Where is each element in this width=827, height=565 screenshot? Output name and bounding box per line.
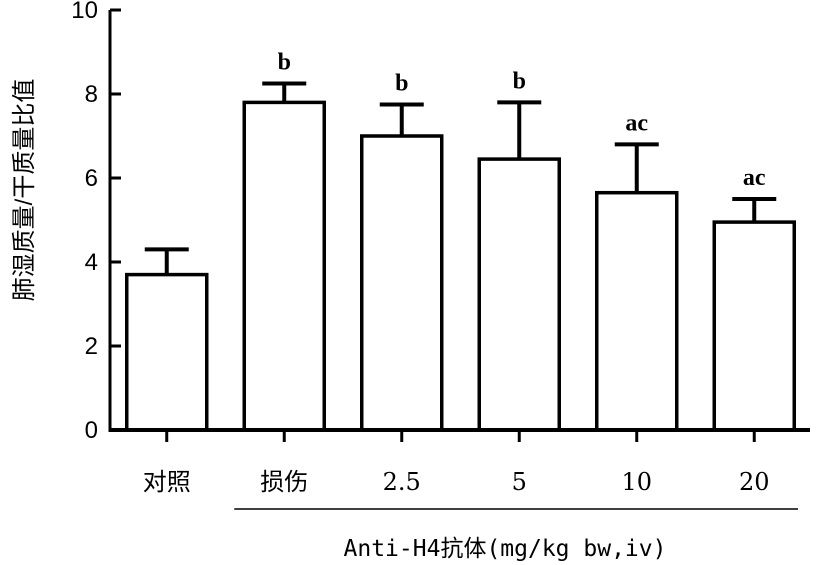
bars: b b b ac ac (125, 50, 796, 432)
y-tick-label: 2 (85, 333, 98, 360)
y-axis: 0 2 4 6 8 10 (71, 0, 121, 444)
x-group-label: Anti-H4抗体(mg/kg bw,iv) (344, 536, 667, 562)
y-tick-label: 6 (85, 165, 98, 192)
bar (360, 134, 444, 432)
x-axis: 对照 损伤 2.5 5 10 20 (109, 428, 810, 510)
bar (712, 220, 796, 432)
bar (125, 272, 209, 432)
x-tick-label: 5 (512, 468, 527, 496)
significance-label: ac (743, 165, 766, 191)
significance-label: b (395, 71, 408, 97)
bar (477, 157, 561, 432)
x-tick-label: 20 (739, 468, 770, 496)
x-tick-label: 10 (621, 468, 652, 496)
y-tick-label: 8 (85, 81, 98, 108)
x-tick-label: 损伤 (260, 468, 308, 496)
y-tick-label: 10 (71, 0, 98, 24)
significance-label: b (513, 68, 526, 94)
significance-label: b (278, 50, 291, 76)
significance-label: ac (625, 110, 648, 136)
x-tick-label: 2.5 (383, 468, 421, 496)
y-tick-label: 4 (85, 249, 98, 276)
x-tick-label: 对照 (143, 468, 191, 496)
y-tick-label: 0 (85, 417, 98, 444)
bar (242, 100, 326, 432)
y-axis-label: 肺湿质量/干质量比值 (11, 79, 38, 302)
bar (595, 190, 679, 432)
